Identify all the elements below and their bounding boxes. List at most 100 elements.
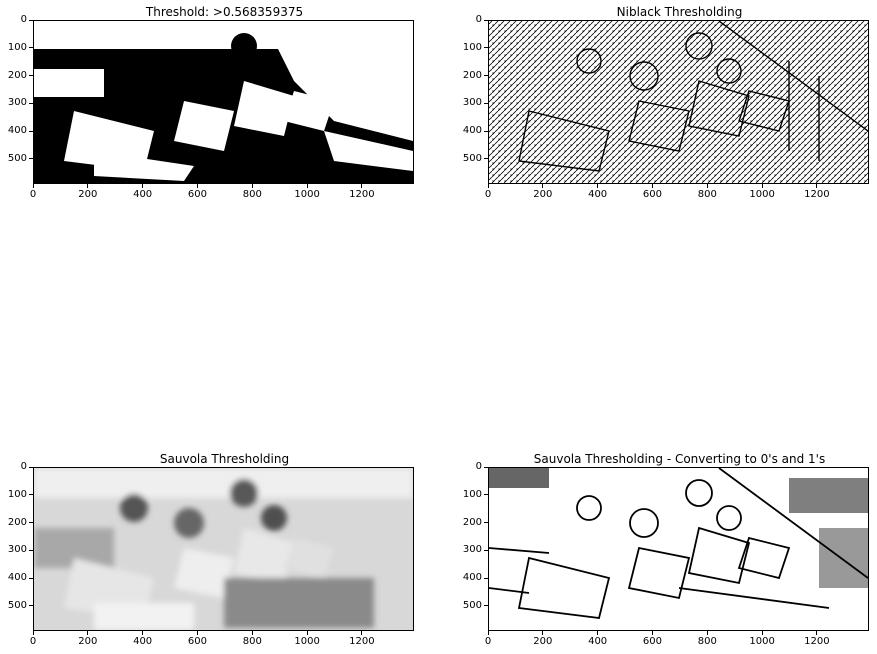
y-tick-label: 100 (462, 41, 482, 53)
subplot-title: Sauvola Thresholding (159, 452, 290, 466)
image-axes (488, 20, 869, 184)
x-tick-label: 1200 (349, 636, 375, 647)
x-tick (487, 631, 489, 635)
y-tick (484, 605, 488, 607)
y-tick-label: 100 (7, 41, 27, 53)
y-tick-label: 500 (7, 599, 27, 611)
x-tick-label: 200 (78, 636, 98, 647)
x-tick-label: 1200 (804, 189, 830, 200)
y-tick-label: 300 (462, 544, 482, 556)
x-tick (542, 631, 544, 635)
x-tick-label: 1000 (749, 636, 775, 647)
x-tick (761, 184, 763, 188)
x-tick-label: 800 (697, 189, 717, 200)
x-tick-label: 0 (484, 189, 492, 200)
y-tick-label: 400 (7, 572, 27, 584)
x-tick-label: 600 (642, 636, 662, 647)
x-tick-label: 600 (642, 189, 662, 200)
x-tick (196, 631, 198, 635)
x-tick (251, 184, 253, 188)
x-tick-label: 0 (29, 636, 37, 647)
y-tick (484, 130, 488, 132)
y-tick-label: 0 (20, 461, 27, 472)
x-tick (651, 184, 653, 188)
subplot-title: Niblack Thresholding (616, 5, 743, 19)
x-tick (706, 184, 708, 188)
image-axes (33, 467, 414, 631)
x-tick-label: 1000 (294, 636, 320, 647)
x-tick (142, 184, 144, 188)
x-tick-label: 400 (133, 636, 153, 647)
x-tick (142, 631, 144, 635)
x-tick-label: 200 (78, 189, 98, 200)
y-tick (29, 494, 33, 496)
y-tick (29, 466, 33, 468)
y-tick (29, 549, 33, 551)
thresholded-image (34, 21, 413, 183)
x-tick-label: 400 (588, 636, 608, 647)
x-tick (32, 631, 34, 635)
y-tick-label: 100 (462, 488, 482, 500)
y-tick-label: 100 (7, 488, 27, 500)
x-tick-label: 600 (187, 189, 207, 200)
y-tick (29, 522, 33, 524)
x-tick-label: 200 (533, 189, 553, 200)
y-tick-label: 200 (7, 69, 27, 81)
x-tick (87, 631, 89, 635)
x-tick (306, 631, 308, 635)
subplot-title: Threshold: >0.568359375 (145, 5, 304, 19)
y-tick (484, 102, 488, 104)
x-tick-label: 1000 (749, 189, 775, 200)
y-tick (484, 577, 488, 579)
y-tick-label: 0 (20, 14, 27, 25)
y-tick-label: 500 (462, 599, 482, 611)
sauvola-image (34, 468, 413, 630)
y-tick-label: 500 (462, 152, 482, 164)
x-tick (87, 184, 89, 188)
x-tick (761, 631, 763, 635)
x-tick-label: 800 (242, 636, 262, 647)
y-tick (484, 75, 488, 77)
x-tick-label: 0 (29, 189, 37, 200)
y-tick (484, 466, 488, 468)
x-tick (597, 184, 599, 188)
x-tick-label: 400 (588, 189, 608, 200)
y-tick (484, 47, 488, 49)
y-tick-label: 0 (475, 461, 482, 472)
x-tick (542, 184, 544, 188)
x-tick (816, 631, 818, 635)
x-tick (196, 184, 198, 188)
x-tick (361, 184, 363, 188)
image-axes (488, 467, 869, 631)
y-tick-label: 400 (462, 125, 482, 137)
y-tick-label: 300 (7, 97, 27, 109)
y-tick-label: 300 (7, 544, 27, 556)
y-tick (29, 158, 33, 160)
x-tick-label: 1200 (349, 189, 375, 200)
y-tick (484, 158, 488, 160)
x-tick-label: 600 (187, 636, 207, 647)
y-tick-label: 500 (7, 152, 27, 164)
y-tick (29, 47, 33, 49)
x-tick-label: 1200 (804, 636, 830, 647)
x-tick-label: 200 (533, 636, 553, 647)
x-tick (32, 184, 34, 188)
y-tick-label: 400 (7, 125, 27, 137)
x-tick (597, 631, 599, 635)
x-tick-label: 0 (484, 636, 492, 647)
y-tick-label: 0 (475, 14, 482, 25)
x-tick-label: 800 (242, 189, 262, 200)
y-tick (484, 522, 488, 524)
y-tick (29, 605, 33, 607)
y-tick-label: 200 (462, 69, 482, 81)
y-tick (29, 102, 33, 104)
x-tick (487, 184, 489, 188)
niblack-image (489, 21, 868, 183)
subplot-title: Sauvola Thresholding - Converting to 0's… (533, 452, 826, 466)
y-tick (484, 494, 488, 496)
image-axes (33, 20, 414, 184)
y-tick-label: 300 (462, 97, 482, 109)
x-tick-label: 400 (133, 189, 153, 200)
x-tick-label: 1000 (294, 189, 320, 200)
x-tick (816, 184, 818, 188)
